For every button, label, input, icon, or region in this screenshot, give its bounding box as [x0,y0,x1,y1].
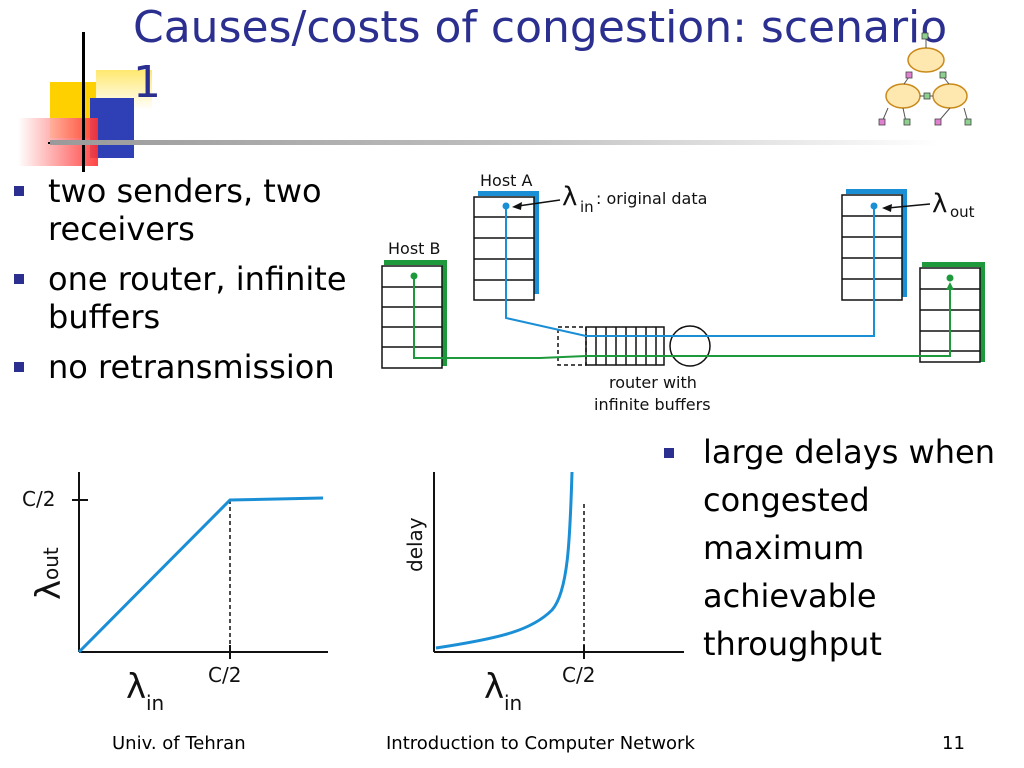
footer-center: Introduction to Computer Network [386,733,695,754]
svg-text:λ: λ [484,667,504,707]
page-number: 11 [942,733,965,754]
host-a-buffer [473,196,535,301]
router-queue [557,325,711,367]
throughput-curve [77,496,324,654]
bullet-item: large delays when congested [664,428,1024,524]
throughput-graph: C/2 C/2 λ out λ in [22,472,328,715]
network-diagram: Host A λ in : original data Host B λ out [381,171,985,414]
svg-text:in: in [504,691,522,715]
bullet-item: no retransmission [14,348,374,386]
logo-decoration [18,32,152,172]
bullet-list-right: large delays when congested maximum achi… [664,428,1024,668]
svg-text:in: in [146,691,164,715]
svg-text:λ: λ [126,667,146,707]
svg-text:out: out [39,547,63,580]
c2-x-label: C/2 [208,663,241,687]
flow-b-path [413,276,951,359]
y-axis-lambda-out: λ out [29,547,69,600]
svg-text:λ: λ [29,580,69,600]
plain-text: maximum achievable throughput [703,529,882,663]
delay-graph: delay C/2 λ in [403,471,684,715]
bullet-item: one router, infinite buffers [14,260,374,336]
svg-text:out: out [950,203,975,221]
receiver-a-buffer [841,194,903,301]
original-data-label: : original data [596,189,707,208]
bullet-item: two senders, two receivers [14,172,374,248]
host-b-buffer [381,265,443,369]
slide-title: Causes/costs of congestion: scenario 1 [133,2,948,108]
lambda-out-label: λ [932,189,947,219]
delay-curve [435,471,574,650]
bullet-list-left: two senders, two receivers one router, i… [14,172,374,398]
router-label-line2: infinite buffers [594,395,711,414]
router-label-line1: router with [609,373,697,392]
flow-a-path [505,206,875,337]
svg-text:in: in [580,198,594,216]
lambda-in-label: λ [562,182,577,212]
delay-axis-label: delay [403,517,427,572]
footer-left: Univ. of Tehran [112,733,246,754]
x-axis-lambda-in-2: λ in [484,667,522,715]
title-divider [50,140,940,145]
x-axis-lambda-in: λ in [126,667,164,715]
host-b-label: Host B [388,239,441,258]
c2-x-label-2: C/2 [562,663,595,687]
host-a-label: Host A [480,171,533,190]
network-cloud-icon [878,32,972,126]
c2-y-label: C/2 [22,487,55,511]
